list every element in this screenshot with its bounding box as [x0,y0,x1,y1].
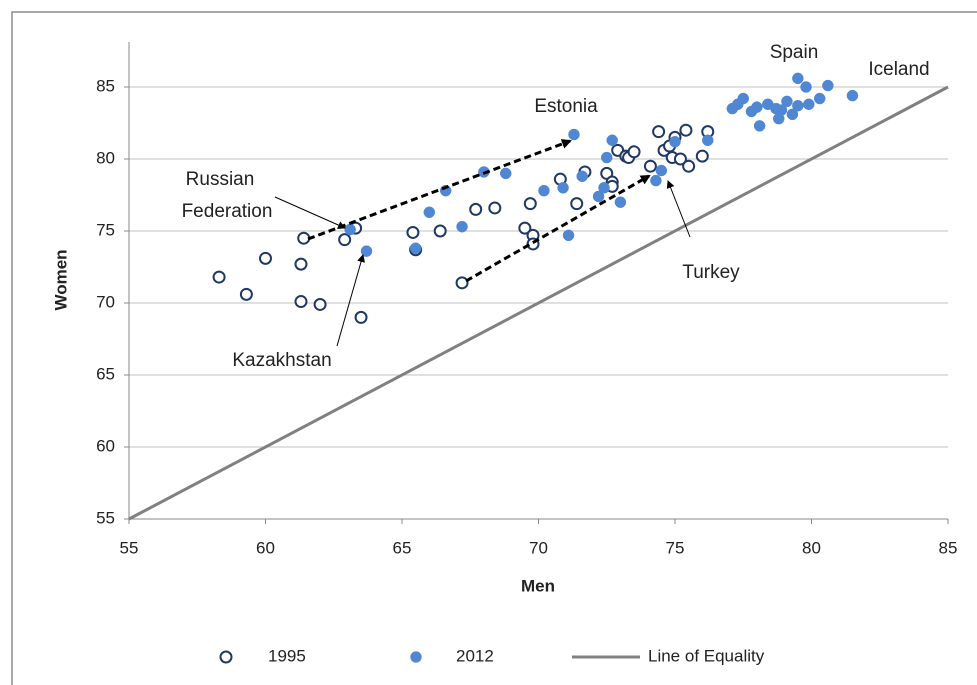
point-open [354,310,368,324]
x-tick-label: 80 [802,538,821,557]
pointer-arrow [666,180,691,238]
point-open [433,224,447,238]
point-filled [360,245,373,257]
y-axis-label: Women [51,249,70,310]
annotation: Turkey [682,262,740,283]
point-filled [669,135,681,148]
point-filled [781,95,793,108]
point-open [239,287,253,301]
point-filled [592,190,605,203]
point-filled [813,92,826,105]
dashed-arrow [307,139,572,241]
pointer-arrow [336,254,365,347]
point-open [682,159,696,173]
y-tick-label: 80 [96,148,115,167]
equality-line [128,85,949,521]
point-filled [598,182,610,194]
point-open [673,152,687,166]
point-filled [606,134,618,147]
y-tick-label: 70 [96,292,115,311]
point-open [406,225,420,239]
annotation: Federation [182,201,273,222]
point-open [679,123,693,137]
point-open [570,197,584,211]
y-tick-label: 75 [96,220,115,239]
point-filled [576,170,588,183]
point-open [294,257,308,271]
x-tick-label: 65 [393,538,412,557]
legend-label: Line of Equality [648,646,765,665]
point-filled [423,206,436,219]
point-open [695,149,709,163]
x-tick-label: 85 [939,538,958,557]
point-open [488,201,502,215]
x-tick-label: 55 [120,538,139,557]
point-filled [803,98,815,111]
point-filled [702,134,714,147]
point-filled [557,182,569,194]
legend-label: 2012 [456,646,494,665]
y-tick-label: 60 [96,436,115,455]
point-filled [786,108,799,121]
legend-marker [219,650,233,664]
y-tick-label: 65 [96,364,115,383]
point-filled [655,164,668,177]
x-tick-label: 70 [529,538,548,557]
annotation: Iceland [868,59,929,80]
point-filled [568,128,580,141]
point-filled [344,223,356,236]
x-axis-label: Men [521,576,555,595]
point-filled [800,81,812,93]
point-filled [538,184,550,197]
annotation: Kazakhstan [232,350,331,371]
y-tick-label: 85 [96,76,115,95]
point-filled [751,101,763,113]
point-open [313,297,327,311]
point-filled [792,72,804,85]
legend-label: 1995 [268,646,306,665]
dashed-arrow [465,174,651,283]
point-filled [499,167,512,180]
annotation: Spain [770,42,819,63]
point-open [294,295,308,309]
point-open [652,125,666,139]
annotation: Russian [186,169,255,190]
point-filled [614,196,627,208]
chart-frame [11,11,977,685]
pointer-arrow [274,196,346,229]
x-tick-label: 60 [256,538,275,557]
point-filled [562,229,575,242]
y-tick-label: 55 [96,508,115,527]
point-open [469,202,483,216]
point-filled [846,89,859,102]
point-open [627,145,641,159]
point-open [259,251,272,265]
point-filled [753,120,766,132]
point-filled [456,220,468,233]
point-filled [650,174,662,187]
point-filled [409,242,422,255]
annotation: Estonia [534,96,598,117]
point-filled [737,92,749,105]
legend-marker [410,651,422,663]
point-open [338,233,352,247]
point-open [212,270,226,284]
point-open [643,159,657,173]
point-filled [775,104,788,116]
x-tick-label: 75 [666,538,685,557]
point-open [518,221,532,235]
point-open [523,197,537,211]
point-open [455,276,469,290]
point-filled [601,151,613,164]
point-filled [822,79,834,92]
point-filled [792,99,804,112]
point-open [297,231,311,245]
